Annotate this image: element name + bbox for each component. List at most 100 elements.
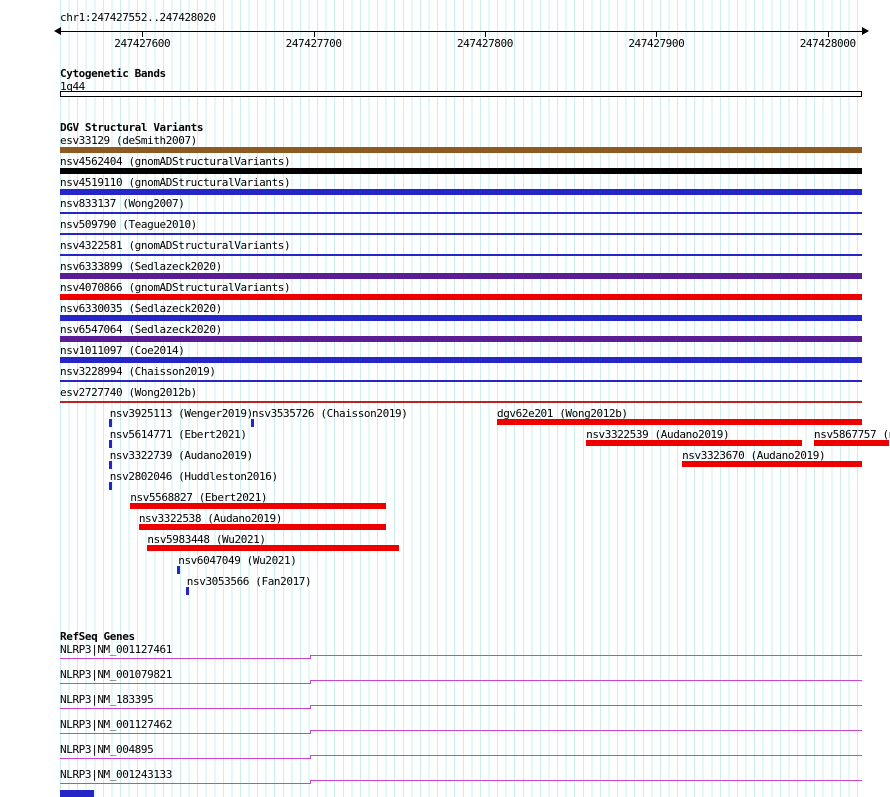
variant-label[interactable]: nsv3925113 (Wenger2019) xyxy=(109,407,254,420)
variant-track-label[interactable]: nsv6330035 (Sedlazeck2020) xyxy=(60,302,222,315)
variant-label[interactable]: nsv3535726 (Chaisson2019) xyxy=(251,407,408,420)
ruler-tick-label: 247428000 xyxy=(799,37,856,50)
variant-bar[interactable] xyxy=(60,273,862,279)
variant-bar[interactable] xyxy=(60,380,862,382)
variant-track-label[interactable]: nsv1011097 (Coe2014) xyxy=(60,344,185,357)
gene-line-right[interactable] xyxy=(310,655,862,656)
gene-line-right[interactable] xyxy=(310,755,862,756)
variant-bar[interactable] xyxy=(60,254,862,256)
ruler-axis-line xyxy=(60,31,863,32)
variant-track-label[interactable]: esv2727740 (Wong2012b) xyxy=(60,386,197,399)
cytoband-label: 1q44 xyxy=(60,80,85,93)
gene-label[interactable]: NLRP3|NM_001127462 xyxy=(60,718,173,731)
gene-line-connector xyxy=(310,655,312,659)
gene-line-left[interactable] xyxy=(60,658,311,659)
variant-point[interactable] xyxy=(185,587,189,595)
ruler-left-arrow-icon[interactable] xyxy=(54,27,61,35)
variant-track-label[interactable]: nsv509790 (Teague2010) xyxy=(60,218,197,231)
ruler-tick xyxy=(313,31,315,37)
coordinate-grid-background xyxy=(60,0,863,797)
variant-track-label[interactable]: nsv3228994 (Chaisson2019) xyxy=(60,365,216,378)
ruler-tick-label: 247427800 xyxy=(456,37,513,50)
section-title-genes: RefSeq Genes xyxy=(60,630,135,643)
variant-bar[interactable] xyxy=(60,189,862,195)
variant-bar[interactable] xyxy=(60,401,862,403)
variant-label[interactable]: nsv3322739 (Audano2019) xyxy=(109,449,254,462)
gene-line-right[interactable] xyxy=(310,705,862,706)
variant-bar[interactable] xyxy=(496,419,862,425)
variant-bar[interactable] xyxy=(138,524,386,530)
variant-bar[interactable] xyxy=(60,233,862,235)
variant-label[interactable]: dgv62e201 (Wong2012b) xyxy=(496,407,628,420)
variant-label[interactable]: nsv5983448 (Wu2021) xyxy=(147,533,266,546)
variant-track-label[interactable]: nsv4322581 (gnomADStructuralVariants) xyxy=(60,239,291,252)
gene-line-left[interactable] xyxy=(60,708,311,709)
variant-point[interactable] xyxy=(108,461,112,469)
clipped-bottom-feature[interactable] xyxy=(60,790,95,797)
variant-bar[interactable] xyxy=(60,168,862,174)
variant-label[interactable]: nsv3053566 (Fan2017) xyxy=(186,575,312,588)
gene-label[interactable]: NLRP3|NM_004895 xyxy=(60,743,154,756)
variant-label[interactable]: nsv6047049 (Wu2021) xyxy=(178,554,297,567)
variant-bar[interactable] xyxy=(147,545,400,551)
variant-track-label[interactable]: nsv6547064 (Sedlazeck2020) xyxy=(60,323,222,336)
gene-label[interactable]: NLRP3|NM_001243133 xyxy=(60,768,173,781)
variant-point[interactable] xyxy=(250,419,254,427)
ruler-tick-label: 247427600 xyxy=(114,37,171,50)
gene-line-left[interactable] xyxy=(60,783,311,784)
ruler-tick-label: 247427700 xyxy=(285,37,342,50)
variant-label[interactable]: nsv3323670 (Audano2019) xyxy=(682,449,826,462)
gene-line-right[interactable] xyxy=(310,680,862,681)
variant-track-label[interactable]: esv33129 (deSmith2007) xyxy=(60,134,197,147)
variant-label[interactable]: nsv5614771 (Ebert2021) xyxy=(109,428,247,441)
section-title-cytobands: Cytogenetic Bands xyxy=(60,67,166,80)
variant-track-label[interactable]: nsv4562404 (gnomADStructuralVariants) xyxy=(60,155,291,168)
variant-bar[interactable] xyxy=(60,357,862,363)
variant-bar[interactable] xyxy=(60,336,862,342)
ruler-tick xyxy=(827,31,829,37)
variant-label[interactable]: nsv5568827 (Ebert2021) xyxy=(130,491,268,504)
variant-label[interactable]: nsv5867757 (n xyxy=(814,428,890,441)
variant-bar[interactable] xyxy=(60,315,862,321)
gene-line-left[interactable] xyxy=(60,758,311,759)
variant-bar[interactable] xyxy=(130,503,386,509)
gene-line-right[interactable] xyxy=(310,730,862,731)
variant-track-label[interactable]: nsv4070866 (gnomADStructuralVariants) xyxy=(60,281,291,294)
gene-line-connector xyxy=(310,730,312,734)
variant-bar[interactable] xyxy=(682,461,862,467)
variant-point[interactable] xyxy=(177,566,181,574)
gene-line-connector xyxy=(310,680,312,684)
gene-line-right[interactable] xyxy=(310,780,862,781)
gene-line-connector xyxy=(310,755,312,759)
variant-bar[interactable] xyxy=(60,212,862,214)
ruler-tick-label: 247427900 xyxy=(628,37,685,50)
section-title-dgv: DGV Structural Variants xyxy=(60,121,204,134)
ruler-tick xyxy=(484,31,486,37)
variant-track-label[interactable]: nsv6333899 (Sedlazeck2020) xyxy=(60,260,222,273)
variant-label[interactable]: nsv2802046 (Huddleston2016) xyxy=(109,470,278,483)
variant-point[interactable] xyxy=(108,482,112,490)
gene-line-connector xyxy=(310,780,312,784)
gene-line-left[interactable] xyxy=(60,733,311,734)
gene-label[interactable]: NLRP3|NM_001079821 xyxy=(60,668,173,681)
variant-label[interactable]: nsv3322539 (Audano2019) xyxy=(586,428,730,441)
ruler-tick xyxy=(656,31,658,37)
gene-line-left[interactable] xyxy=(60,683,311,684)
gene-line-connector xyxy=(310,705,312,709)
variant-track-label[interactable]: nsv4519110 (gnomADStructuralVariants) xyxy=(60,176,291,189)
variant-point[interactable] xyxy=(108,440,112,448)
cytoband-track[interactable] xyxy=(60,91,862,97)
variant-label[interactable]: nsv3322538 (Audano2019) xyxy=(138,512,283,525)
gene-label[interactable]: NLRP3|NM_001127461 xyxy=(60,643,173,656)
region-coordinates: chr1:247427552..247428020 xyxy=(60,11,216,24)
variant-track-label[interactable]: nsv833137 (Wong2007) xyxy=(60,197,185,210)
variant-point[interactable] xyxy=(108,419,112,427)
gene-label[interactable]: NLRP3|NM_183395 xyxy=(60,693,154,706)
ruler-right-arrow-icon[interactable] xyxy=(862,27,869,35)
variant-bar[interactable] xyxy=(814,440,889,446)
variant-bar[interactable] xyxy=(60,147,862,153)
ruler-tick xyxy=(142,31,144,37)
variant-bar[interactable] xyxy=(60,294,862,300)
variant-bar[interactable] xyxy=(586,440,803,446)
